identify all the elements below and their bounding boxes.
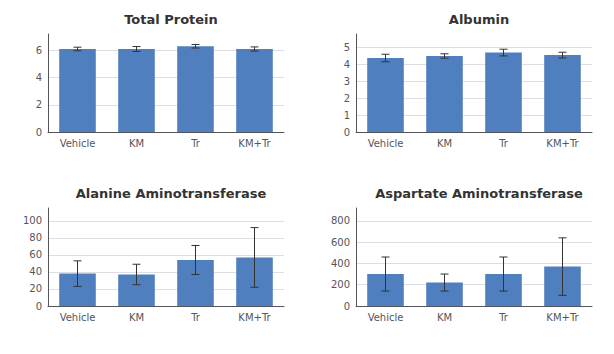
svg-text:0: 0 (344, 127, 350, 138)
svg-text:600: 600 (331, 237, 350, 248)
svg-text:1: 1 (344, 110, 350, 121)
svg-text:4: 4 (36, 72, 42, 83)
svg-text:Albumin: Albumin (449, 12, 509, 27)
svg-text:Tr: Tr (498, 312, 509, 323)
svg-text:400: 400 (331, 258, 350, 269)
svg-text:0: 0 (36, 301, 42, 312)
svg-text:Tr: Tr (498, 138, 509, 149)
svg-text:0: 0 (36, 127, 42, 138)
svg-text:0: 0 (344, 301, 350, 312)
svg-text:KM+Tr: KM+Tr (546, 312, 579, 323)
svg-text:5: 5 (344, 42, 350, 53)
svg-text:Total Protein: Total Protein (124, 12, 218, 27)
svg-text:Tr: Tr (190, 312, 201, 323)
svg-text:60: 60 (29, 249, 42, 260)
svg-text:KM: KM (437, 138, 452, 149)
svg-text:Aspartate Aminotransferase: Aspartate Aminotransferase (375, 186, 583, 201)
svg-text:2: 2 (36, 99, 42, 110)
svg-text:Vehicle: Vehicle (368, 138, 404, 149)
svg-text:KM+Tr: KM+Tr (546, 138, 579, 149)
svg-text:Alanine Aminotransferase: Alanine Aminotransferase (76, 186, 267, 201)
svg-text:KM: KM (437, 312, 452, 323)
svg-text:80: 80 (29, 232, 42, 243)
svg-text:KM: KM (129, 312, 144, 323)
svg-text:Vehicle: Vehicle (368, 312, 404, 323)
svg-text:Tr: Tr (190, 138, 201, 149)
svg-text:6: 6 (36, 45, 42, 56)
svg-text:800: 800 (331, 215, 350, 226)
svg-text:Vehicle: Vehicle (60, 138, 96, 149)
svg-text:KM+Tr: KM+Tr (238, 138, 271, 149)
svg-text:4: 4 (344, 59, 350, 70)
svg-text:Vehicle: Vehicle (60, 312, 96, 323)
svg-text:KM+Tr: KM+Tr (238, 312, 271, 323)
svg-text:KM: KM (129, 138, 144, 149)
svg-text:200: 200 (331, 279, 350, 290)
svg-text:100: 100 (23, 215, 42, 226)
svg-text:2: 2 (344, 93, 350, 104)
svg-text:3: 3 (344, 76, 350, 87)
svg-text:40: 40 (29, 266, 42, 277)
svg-text:20: 20 (29, 283, 42, 294)
